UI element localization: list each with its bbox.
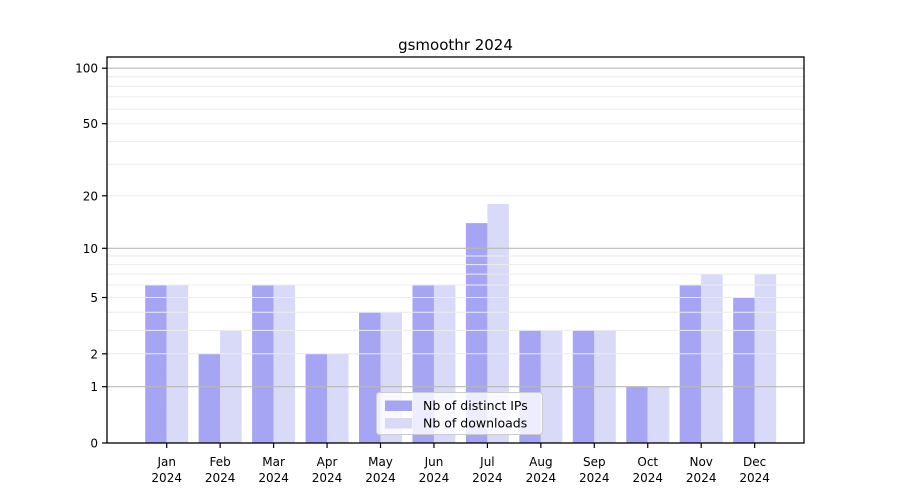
bar-ips-nov (679, 285, 702, 443)
bar-downloads-jan (166, 285, 189, 443)
y-tick-label-0: 0 (90, 437, 98, 451)
bar-downloads-oct (647, 386, 670, 443)
bar-downloads-dec (754, 274, 777, 443)
x-tick-label-year-nov: 2024 (686, 471, 717, 485)
x-tick-label-year-jan: 2024 (151, 471, 182, 485)
legend-swatch-ips (385, 400, 412, 411)
bar-ips-jul (465, 223, 488, 443)
legend-box (376, 392, 543, 435)
x-tick-label-month-aug: Aug (529, 455, 552, 469)
bar-downloads-jul (487, 203, 509, 443)
y-tick-label-1: 1 (90, 380, 98, 394)
x-tick-label-year-jul: 2024 (472, 471, 503, 485)
x-tick-label-year-apr: 2024 (312, 471, 343, 485)
y-tick-label-50: 50 (83, 117, 98, 131)
x-tick-label-year-dec: 2024 (739, 471, 770, 485)
bar-ips-may (359, 312, 381, 443)
y-tick-label-20: 20 (83, 189, 98, 203)
y-tick-label-10: 10 (83, 242, 98, 256)
bar-ips-apr (305, 353, 328, 443)
x-tick-label-month-nov: Nov (689, 455, 712, 469)
x-tick-label-year-mar: 2024 (258, 471, 289, 485)
x-tick-label-month-jun: Jun (424, 455, 444, 469)
y-tick-label-100: 100 (75, 62, 98, 76)
plot-border (106, 56, 805, 444)
x-tick-label-month-dec: Dec (743, 455, 766, 469)
bar-ips-mar (252, 285, 274, 443)
x-tick-label-month-sep: Sep (583, 455, 606, 469)
y-tick-label-2: 2 (90, 347, 98, 361)
x-tick-label-year-aug: 2024 (526, 471, 557, 485)
bar-ips-dec (733, 297, 755, 443)
bar-downloads-nov (701, 274, 723, 443)
x-tick-label-month-apr: Apr (317, 455, 338, 469)
x-tick-label-year-sep: 2024 (579, 471, 610, 485)
bar-ips-jan (145, 285, 167, 443)
bar-ips-feb (198, 353, 221, 443)
bar-ips-oct (626, 386, 648, 443)
x-tick-label-month-jul: Jul (479, 455, 494, 469)
bar-downloads-mar (273, 285, 296, 443)
x-tick-label-month-oct: Oct (637, 455, 658, 469)
x-tick-label-month-mar: Mar (262, 455, 285, 469)
x-tick-label-year-feb: 2024 (205, 471, 236, 485)
legend-swatch-downloads (385, 418, 412, 429)
legend-label-ips: Nb of distinct IPs (423, 398, 528, 413)
x-tick-label-year-jun: 2024 (419, 471, 450, 485)
x-tick-label-year-may: 2024 (365, 471, 396, 485)
x-tick-label-month-may: May (368, 455, 393, 469)
bar-downloads-apr (327, 353, 349, 443)
chart-title: gsmoothr 2024 (398, 36, 513, 54)
x-tick-label-month-feb: Feb (210, 455, 231, 469)
x-tick-label-year-oct: 2024 (632, 471, 663, 485)
x-tick-label-month-jan: Jan (156, 455, 176, 469)
y-tick-label-5: 5 (90, 291, 98, 305)
legend-label-downloads: Nb of downloads (423, 416, 527, 431)
